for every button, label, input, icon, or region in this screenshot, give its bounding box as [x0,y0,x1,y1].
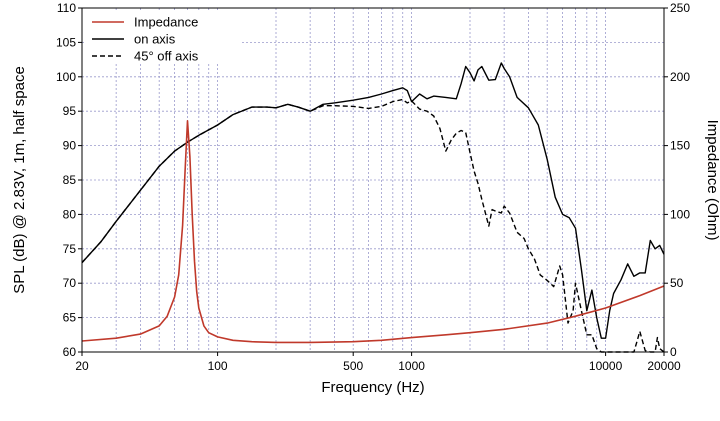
y-right-tick-label: 100 [670,207,690,221]
x-tick-label: 20 [75,359,89,373]
y-left-tick-label: 85 [63,173,77,187]
x-tick-label: 10000 [589,359,623,373]
y-left-tick-label: 80 [63,207,77,221]
legend-label-impedance: Impedance [134,15,198,30]
y-left-tick-label: 90 [63,139,77,153]
series-line-on-axis [81,62,665,339]
legend-label-45-off-axis: 45° off axis [134,49,199,64]
y-left-tick-label: 100 [56,70,76,84]
series-line-45-off-axis [81,98,665,353]
x-axis-title: Frequency (Hz) [321,379,424,396]
x-tick-label: 500 [343,359,363,373]
y-right-tick-label: 50 [670,276,684,290]
legend-box [84,10,242,64]
y-left-tick-label: 110 [57,1,76,15]
y-right-axis-title: Impedance (Ohm) [704,120,720,241]
y-left-tick-label: 75 [63,242,77,256]
y-right-tick-label: 150 [670,139,690,153]
y-left-tick-label: 105 [56,35,76,49]
x-tick-label: 100 [208,359,228,373]
x-tick-label: 1000 [398,359,425,373]
y-left-axis-title: SPL (dB) @ 2.83V, 1m, half space [11,66,28,294]
legend-label-on-axis: on axis [134,32,176,47]
y-left-tick-label: 95 [63,104,77,118]
x-tick-label: 20000 [647,359,681,373]
series-line-impedance [81,120,665,344]
y-right-tick-label: 200 [670,70,690,84]
axis-titles: Frequency (Hz) SPL (dB) @ 2.83V, 1m, hal… [11,66,720,396]
series-layer [81,62,665,353]
y-right-tick-label: 0 [670,345,677,359]
y-right-tick-label: 250 [670,1,690,15]
y-left-tick-label: 70 [63,276,77,290]
ticks: 20 100 500 1000 10000 20000606570758085909510… [56,1,690,373]
y-left-tick-label: 60 [63,345,77,359]
y-left-tick-label: 65 [63,311,77,325]
legend: Impedance on axis 45° off axis [84,10,242,64]
